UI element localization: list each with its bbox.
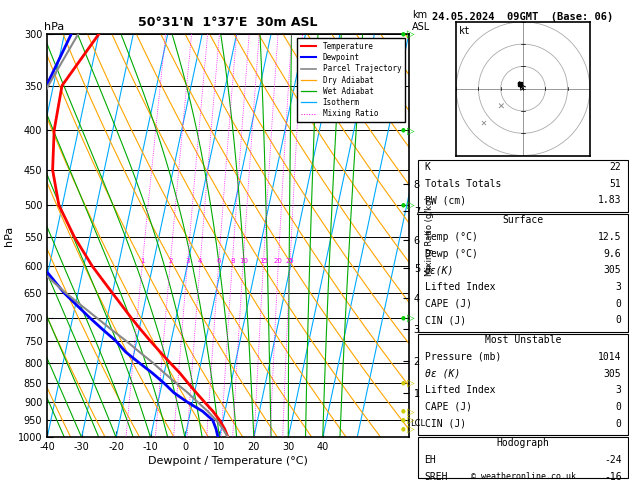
- Text: 25: 25: [286, 258, 294, 263]
- Text: CAPE (J): CAPE (J): [425, 402, 472, 412]
- Text: PW (cm): PW (cm): [425, 195, 465, 206]
- Text: ●: ●: [401, 315, 405, 320]
- Legend: Temperature, Dewpoint, Parcel Trajectory, Dry Adiabat, Wet Adiabat, Isotherm, Mi: Temperature, Dewpoint, Parcel Trajectory…: [298, 38, 405, 122]
- Text: ▷: ▷: [407, 415, 414, 425]
- Bar: [418, 437, 628, 478]
- Text: ●: ●: [401, 409, 405, 414]
- Text: 4: 4: [198, 258, 203, 263]
- Text: 20: 20: [274, 258, 283, 263]
- Text: Pressure (mb): Pressure (mb): [425, 352, 501, 362]
- Text: kt: kt: [459, 26, 470, 36]
- Text: CIN (J): CIN (J): [425, 418, 465, 429]
- Text: 0: 0: [616, 418, 621, 429]
- Text: EH: EH: [425, 455, 437, 465]
- Text: ●: ●: [401, 426, 405, 432]
- Text: hPa: hPa: [44, 21, 64, 32]
- Text: ●: ●: [401, 32, 405, 36]
- Text: 51: 51: [610, 179, 621, 189]
- Text: ▷: ▷: [407, 125, 414, 136]
- Text: 1.83: 1.83: [598, 195, 621, 206]
- Text: Surface: Surface: [503, 215, 543, 225]
- Text: ▷: ▷: [407, 378, 414, 388]
- Text: Mixing Ratio (g/kg): Mixing Ratio (g/kg): [425, 196, 433, 276]
- Text: Lifted Index: Lifted Index: [425, 282, 495, 292]
- Text: ▷: ▷: [407, 313, 414, 323]
- Text: CAPE (J): CAPE (J): [425, 298, 472, 309]
- Text: -24: -24: [604, 455, 621, 465]
- Text: 9.6: 9.6: [604, 249, 621, 259]
- Text: Totals Totals: Totals Totals: [425, 179, 501, 189]
- Text: ▷: ▷: [407, 424, 414, 434]
- Text: Hodograph: Hodograph: [496, 438, 550, 449]
- Text: ▷: ▷: [407, 200, 414, 210]
- Text: ●: ●: [401, 381, 405, 385]
- Text: 0: 0: [616, 315, 621, 325]
- Text: 305: 305: [604, 265, 621, 275]
- Text: 6: 6: [216, 258, 221, 263]
- Text: 22: 22: [610, 162, 621, 172]
- Text: Dewp (°C): Dewp (°C): [425, 249, 477, 259]
- Text: LCL: LCL: [411, 419, 426, 428]
- Y-axis label: hPa: hPa: [4, 226, 14, 246]
- Text: ✕: ✕: [498, 102, 504, 111]
- Text: ●: ●: [401, 203, 405, 208]
- Text: θε (K): θε (K): [425, 368, 460, 379]
- Text: -16: -16: [604, 472, 621, 482]
- Bar: [418, 333, 628, 435]
- Text: 12.5: 12.5: [598, 232, 621, 242]
- Text: 2: 2: [169, 258, 173, 263]
- Text: 50°31'N  1°37'E  30m ASL: 50°31'N 1°37'E 30m ASL: [138, 16, 318, 29]
- Text: 0: 0: [616, 298, 621, 309]
- Text: km
ASL: km ASL: [412, 10, 430, 32]
- Text: 0: 0: [616, 402, 621, 412]
- Text: ●: ●: [401, 417, 405, 423]
- Text: θε(K): θε(K): [425, 265, 454, 275]
- Text: 3: 3: [616, 385, 621, 395]
- Text: Most Unstable: Most Unstable: [485, 335, 561, 345]
- X-axis label: Dewpoint / Temperature (°C): Dewpoint / Temperature (°C): [148, 456, 308, 467]
- Text: SREH: SREH: [425, 472, 448, 482]
- Text: 3: 3: [186, 258, 190, 263]
- Text: Lifted Index: Lifted Index: [425, 385, 495, 395]
- Text: © weatheronline.co.uk: © weatheronline.co.uk: [470, 472, 576, 481]
- Text: 10: 10: [239, 258, 248, 263]
- Text: ▷: ▷: [407, 29, 414, 39]
- Text: 15: 15: [259, 258, 268, 263]
- Text: 8: 8: [230, 258, 235, 263]
- Text: 305: 305: [604, 368, 621, 379]
- Text: Temp (°C): Temp (°C): [425, 232, 477, 242]
- Text: K: K: [425, 162, 430, 172]
- Text: 1: 1: [140, 258, 145, 263]
- Bar: [418, 214, 628, 332]
- Text: ✕: ✕: [480, 117, 486, 127]
- Text: ●: ●: [401, 128, 405, 133]
- Text: 1014: 1014: [598, 352, 621, 362]
- Text: 3: 3: [616, 282, 621, 292]
- Text: ▷: ▷: [407, 406, 414, 417]
- Bar: [418, 160, 628, 212]
- Text: 24.05.2024  09GMT  (Base: 06): 24.05.2024 09GMT (Base: 06): [432, 12, 614, 22]
- Text: CIN (J): CIN (J): [425, 315, 465, 325]
